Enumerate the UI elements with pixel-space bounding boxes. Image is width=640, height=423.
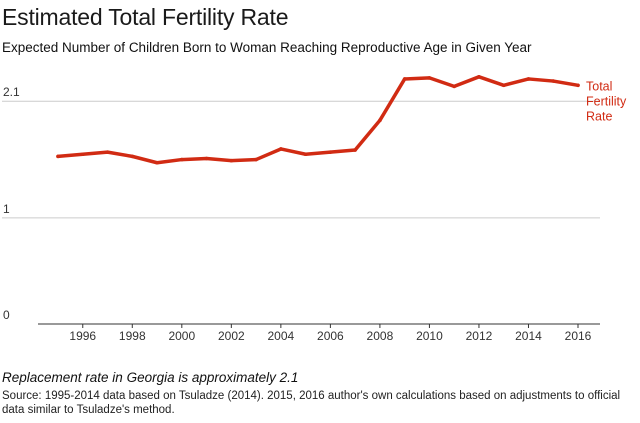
data-point xyxy=(180,157,184,162)
x-tick-label: 1998 xyxy=(119,329,146,343)
data-point xyxy=(303,152,308,157)
chart-title: Estimated Total Fertility Rate xyxy=(2,4,289,30)
data-point xyxy=(378,118,382,123)
series-label: Total Fertility Rate xyxy=(586,79,627,123)
y-axis-tick-labels: 012.1 xyxy=(3,85,20,322)
data-point xyxy=(105,150,110,154)
data-point xyxy=(477,75,481,79)
data-point xyxy=(452,84,456,89)
data-point xyxy=(427,76,432,80)
data-point xyxy=(551,79,556,83)
x-tick-label: 1996 xyxy=(69,329,96,343)
x-tick-label: 2008 xyxy=(367,329,394,343)
data-point xyxy=(229,158,234,163)
data-point xyxy=(56,154,60,159)
x-axis-tick-marks xyxy=(82,324,579,328)
replacement-rate-note: Replacement rate in Georgia is approxima… xyxy=(2,370,299,385)
x-tick-label: 2010 xyxy=(416,329,443,343)
chart-subtitle: Expected Number of Children Born to Woma… xyxy=(2,40,532,55)
y-tick-label: 1 xyxy=(3,202,10,216)
series-group xyxy=(56,75,580,165)
x-tick-label: 2000 xyxy=(168,329,195,343)
data-point xyxy=(526,77,531,81)
data-point xyxy=(254,157,258,162)
series-labels: Total Fertility Rate xyxy=(586,79,627,123)
data-point xyxy=(204,156,209,161)
gridlines xyxy=(2,100,600,219)
data-point xyxy=(80,152,85,157)
source-note: Source: 1995-2014 data based on Tsuladze… xyxy=(2,390,621,416)
x-tick-label: 2004 xyxy=(268,329,295,343)
x-axis-tick-labels: 1996 1998 2000 2002 2004 2006 2008 2010 2012 2014… xyxy=(69,329,591,343)
data-point xyxy=(328,150,333,154)
x-tick-label: 2016 xyxy=(565,329,592,343)
data-point xyxy=(130,154,135,159)
x-tick-label: 2014 xyxy=(515,329,542,343)
x-tick-label: 2012 xyxy=(466,329,493,343)
series-line xyxy=(56,75,580,165)
data-point xyxy=(576,83,580,88)
y-tick-label: 2.1 xyxy=(3,85,20,99)
y-tick-label: 0 xyxy=(3,308,10,322)
data-point xyxy=(279,147,283,151)
data-point xyxy=(501,83,506,88)
data-point xyxy=(155,160,159,165)
data-point xyxy=(353,148,357,152)
x-tick-label: 2006 xyxy=(317,329,344,343)
data-point xyxy=(402,77,407,81)
x-tick-label: 2002 xyxy=(218,329,245,343)
